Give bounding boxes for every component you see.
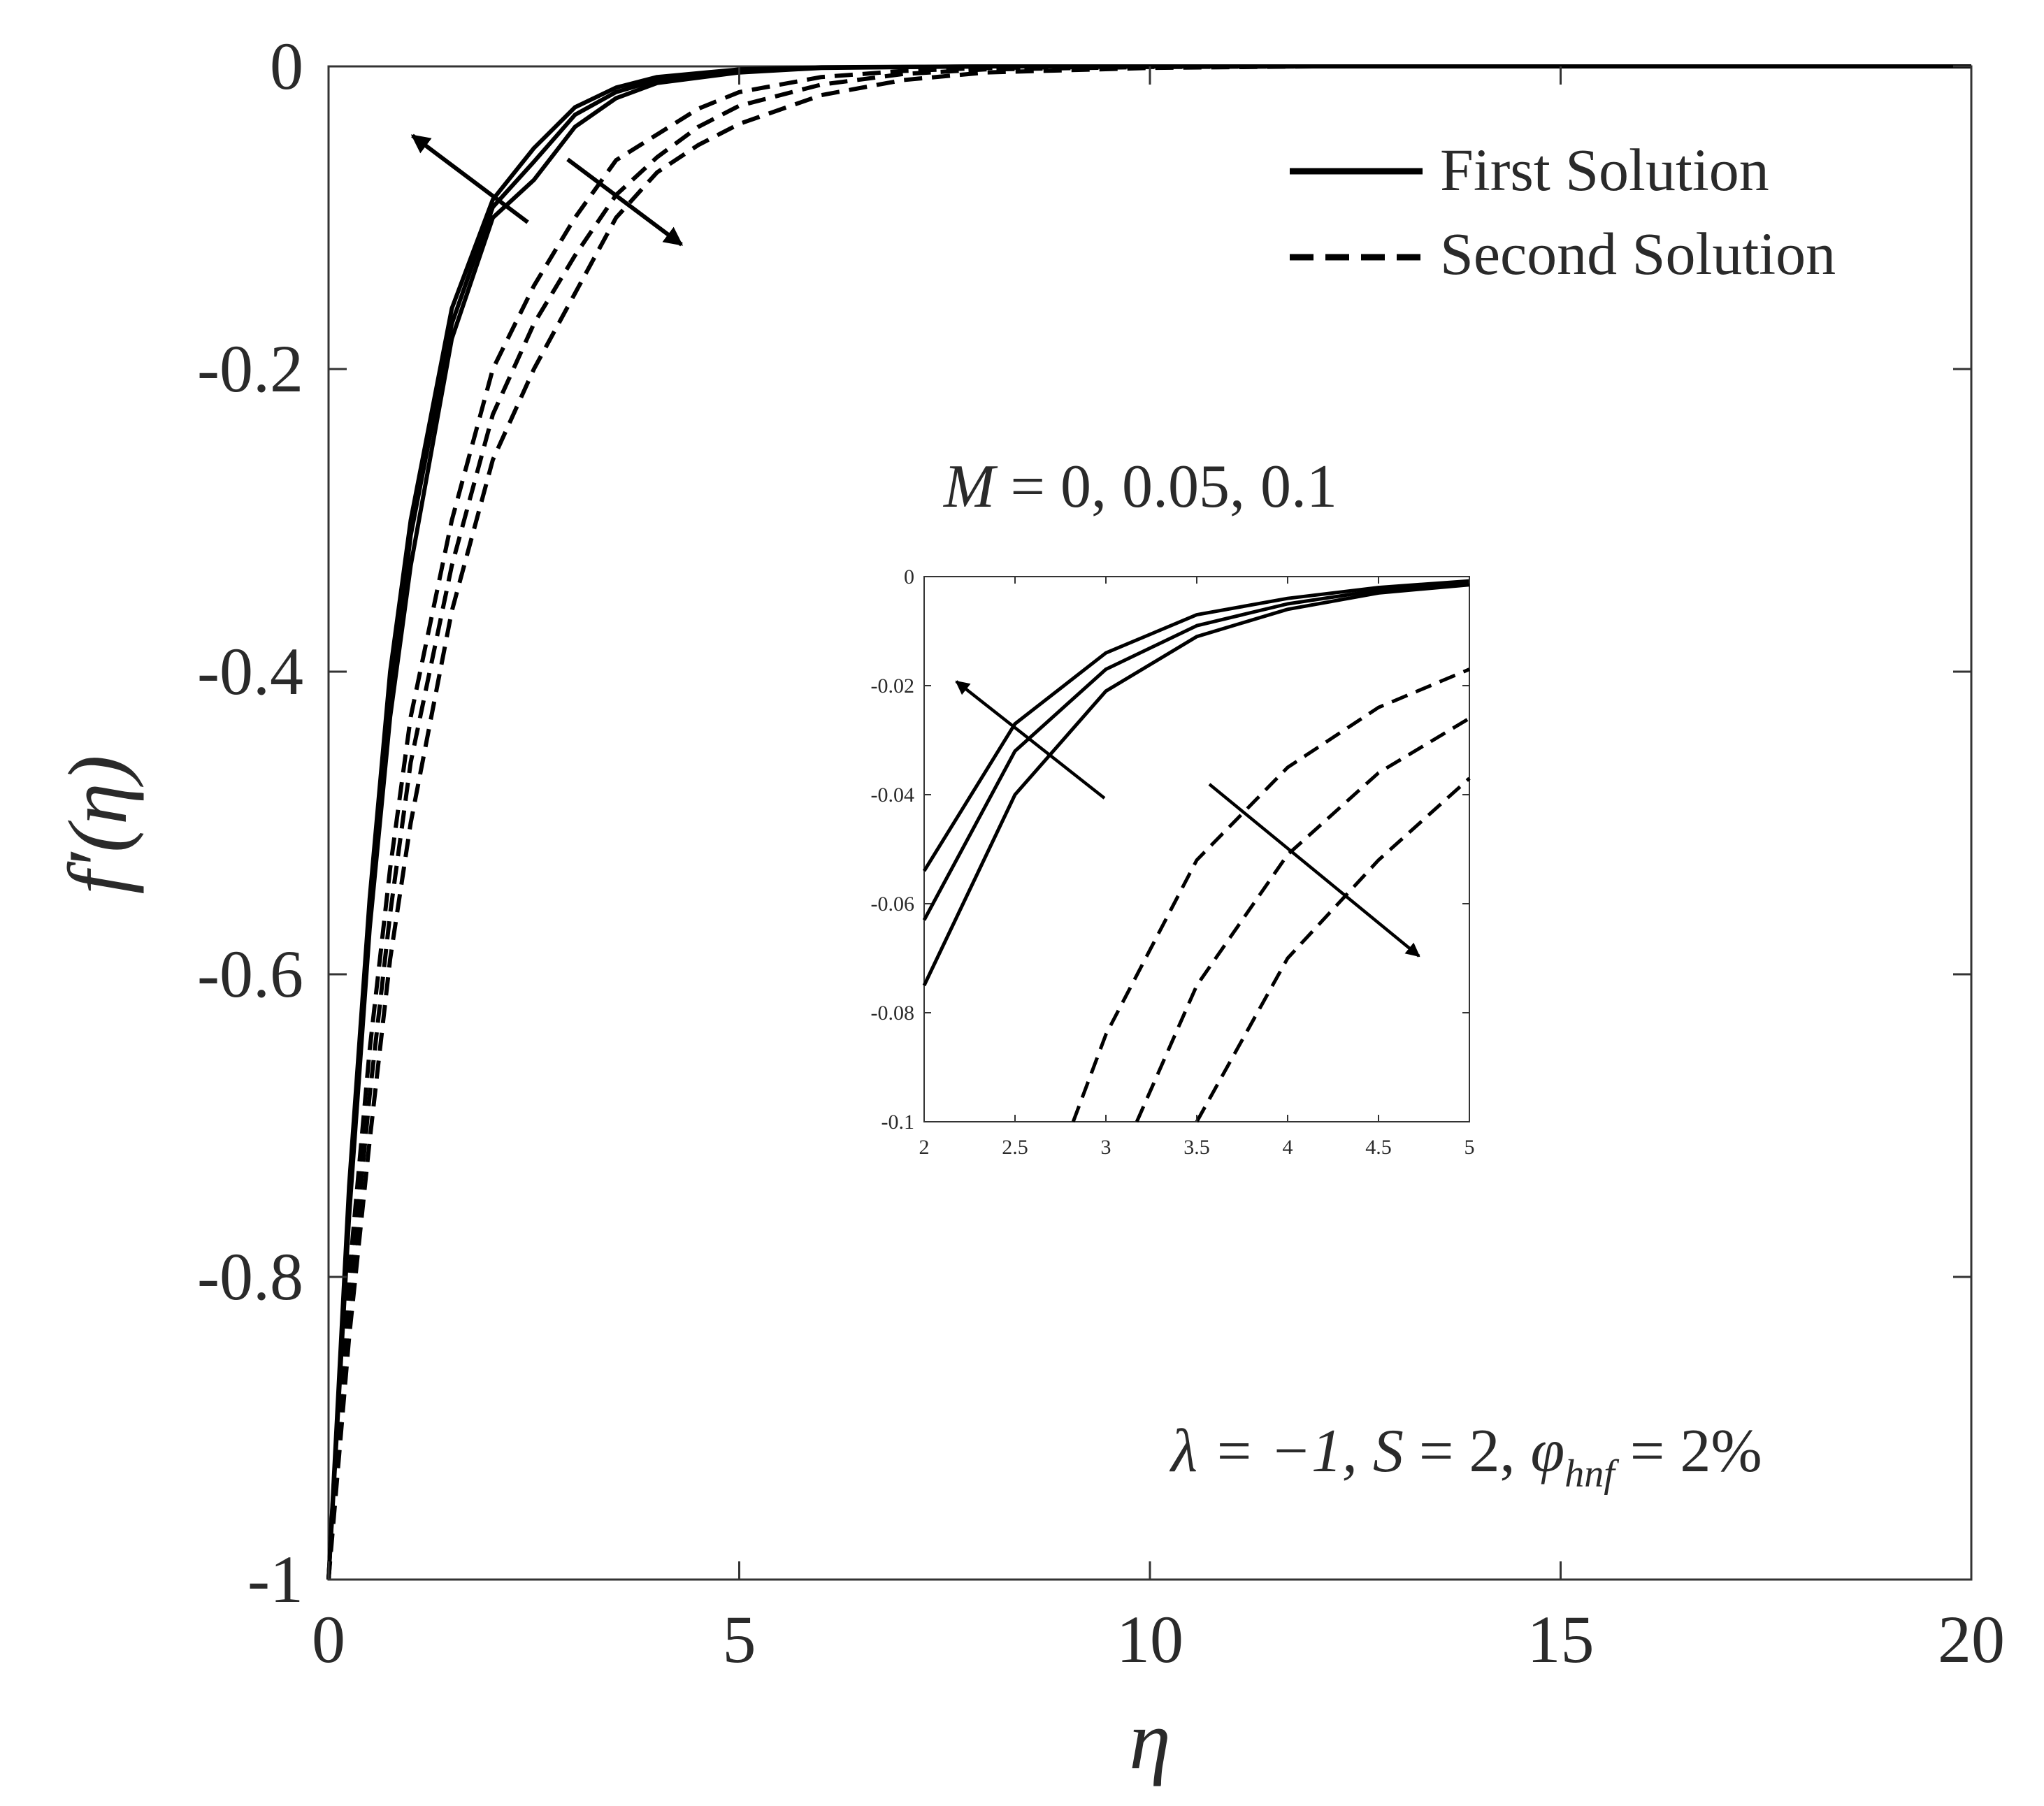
inset-second-solution-curve-2 (1135, 716, 1471, 1123)
inset-second-solution-curve-3 (1195, 776, 1471, 1123)
inset-first-solution-curve-3 (922, 583, 1470, 987)
second-solution-trend-arrow (566, 157, 684, 247)
inset-y-tick-label: -0.06 (871, 893, 915, 916)
inset-plot: 2 2.5 3 3.5 4 4.5 5 0 -0.02 -0.04 -0.06 -0.08 -0.1 (871, 565, 1475, 1159)
inset-second-solution-curve-1 (1071, 667, 1470, 1122)
main-x-tick-label: 10 (1116, 1602, 1183, 1677)
legend: First Solution Second Solution (1290, 136, 1836, 287)
condition-annotation: λ = −1, S = 2, φhnf = 2% (1169, 1417, 1762, 1496)
inset-y-tick-label: -0.1 (881, 1111, 915, 1134)
inset-y-tick-label: -0.08 (871, 1002, 915, 1025)
main-y-tick-label: -1 (247, 1542, 303, 1617)
main-y-ticks: 0 -0.2 -0.4 -0.6 -0.8 -1 (197, 29, 1971, 1617)
main-y-tick-label: -0.6 (197, 937, 303, 1011)
inset-y-tick-label: -0.02 (871, 674, 915, 698)
inset-x-tick-label: 5 (1464, 1136, 1475, 1159)
main-y-tick-label: 0 (270, 29, 303, 103)
inset-x-tick-label: 2 (919, 1136, 930, 1159)
main-x-tick-label: 5 (723, 1602, 756, 1677)
main-x-tick-label: 15 (1527, 1602, 1595, 1677)
parameter-annotation: M = 0, 0.05, 0.1 (942, 453, 1337, 521)
main-second-solution-curve-3 (326, 64, 1971, 1580)
main-y-tick-label: -0.8 (197, 1239, 303, 1314)
inset-curves (922, 579, 1471, 1123)
legend-first-solution-label: First Solution (1440, 136, 1769, 203)
inset-x-tick-label: 3 (1101, 1136, 1111, 1159)
y-axis-label: f′(η) (51, 755, 144, 894)
first-solution-trend-arrow (410, 133, 529, 224)
inset-x-tick-label: 2.5 (1002, 1136, 1028, 1159)
legend-second-solution-label: Second Solution (1440, 220, 1836, 287)
x-axis-label: η (1129, 1693, 1171, 1786)
inset-y-tick-label: 0 (904, 565, 914, 588)
main-y-tick-label: -0.4 (197, 634, 303, 709)
inset-x-ticks: 2 2.5 3 3.5 4 4.5 5 (919, 577, 1475, 1159)
inset-x-tick-label: 3.5 (1183, 1136, 1210, 1159)
main-plot: 0 5 10 15 20 0-0.2-0.4-0.6-0.8-1 η f′(η) Fir… (51, 29, 2005, 1786)
inset-x-tick-label: 4.5 (1365, 1136, 1392, 1159)
inset-plot-area (923, 576, 1470, 1122)
main-y-tick-label: -0.2 (197, 331, 303, 406)
main-first-solution-curve-3 (326, 64, 1971, 1580)
inset-y-ticks: 0 -0.02 -0.04 -0.06 -0.08 -0.1 (871, 565, 1469, 1134)
inset-first-solution-curve-1 (922, 579, 1470, 872)
inset-x-tick-label: 4 (1283, 1136, 1293, 1159)
main-x-ticks: 0 5 10 15 20 (312, 66, 2005, 1677)
inset-second-solution-arrow (1208, 783, 1420, 958)
inset-y-tick-label: -0.04 (871, 783, 915, 807)
inset-first-solution-arrow (955, 680, 1106, 800)
main-x-tick-label: 20 (1938, 1602, 2005, 1677)
main-x-tick-label: 0 (312, 1602, 345, 1677)
inset-first-solution-curve-2 (922, 581, 1470, 921)
